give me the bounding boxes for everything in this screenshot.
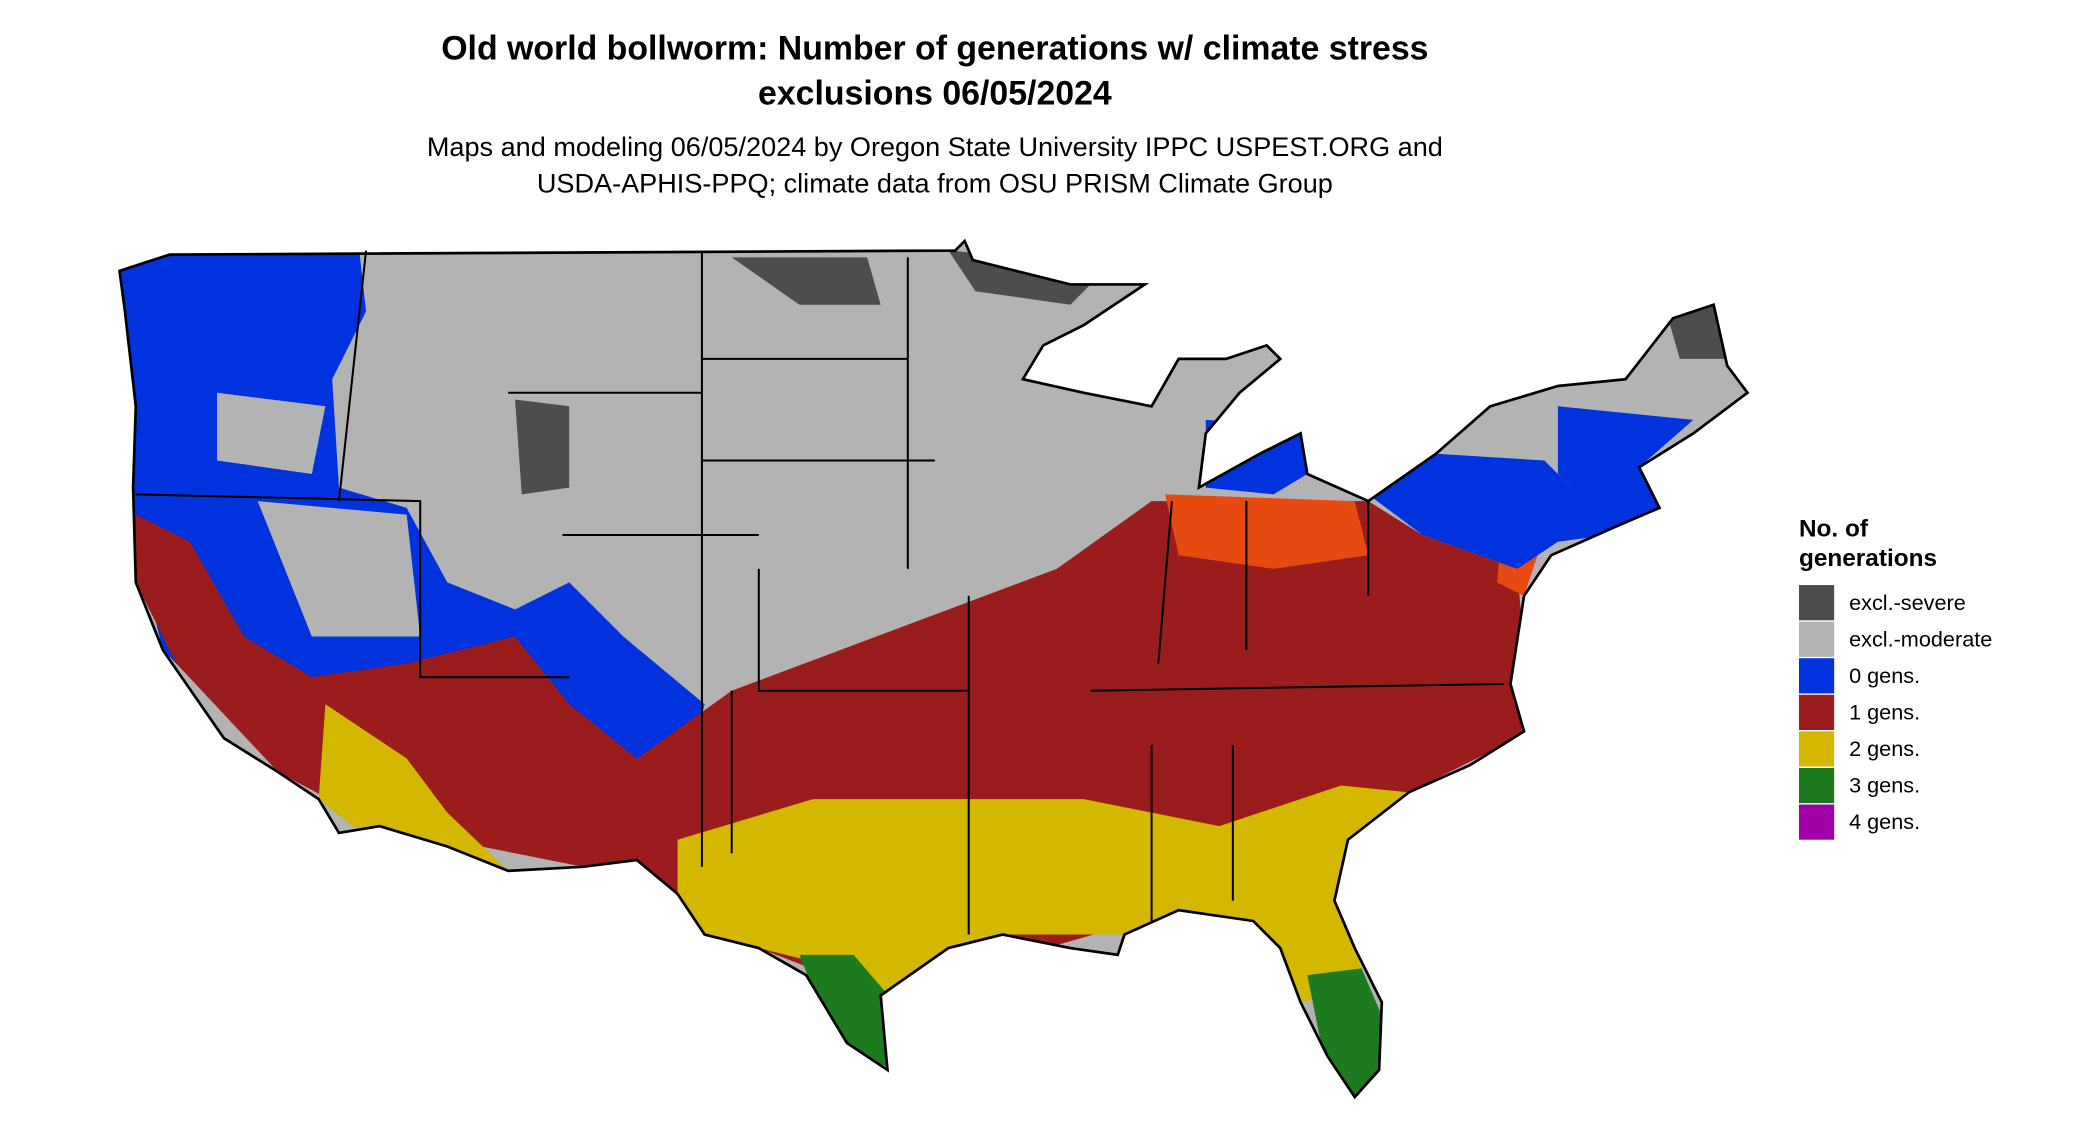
border (135, 493, 570, 679)
region-1-gens-edge (1165, 494, 1369, 569)
legend-label: 2 gens. (1849, 736, 1920, 761)
legend-title: generations (1799, 545, 1937, 572)
legend-swatch (1798, 658, 1835, 694)
subtitle-line: USDA-APHIS-PPQ; climate data from OSU PR… (537, 167, 1333, 198)
legend-label: 0 gens. (1849, 663, 1920, 688)
legend-swatch (1798, 621, 1835, 657)
state-borders (135, 250, 1504, 935)
legend-swatch (1798, 694, 1835, 731)
border (1157, 501, 1173, 664)
legend-label: excl.-severe (1849, 590, 1966, 615)
region-severe (731, 257, 881, 305)
region-0-gens (1368, 453, 1667, 569)
border (1090, 682, 1504, 692)
legend-label: 1 gens. (1849, 699, 1920, 724)
legend-swatch (1798, 804, 1835, 840)
legend-swatch (1798, 585, 1835, 621)
title-line: Old world bollworm: Number of generation… (441, 30, 1428, 68)
region-severe (1666, 304, 1728, 359)
border (337, 250, 368, 502)
legend-swatch (1798, 767, 1835, 804)
region-2-gens (677, 785, 1409, 1003)
title-line: exclusions 06/05/2024 (758, 74, 1112, 112)
region-moderate (217, 392, 326, 475)
legend: excl.-severe excl.-moderate 0 gens. 1 gens.… (1798, 585, 1992, 840)
legend-label: 4 gens. (1849, 809, 1920, 834)
region-3-gens (1307, 968, 1382, 1098)
border (757, 568, 969, 692)
legend-title: No. of (1799, 515, 1869, 542)
region-3-gens (799, 954, 895, 1070)
legend-label: 3 gens. (1849, 773, 1920, 798)
region-severe (515, 399, 570, 495)
legend-label: excl.-moderate (1849, 626, 1992, 651)
region-2-gens (318, 704, 509, 871)
region-moderate (257, 501, 421, 637)
subtitle-line: Maps and modeling 06/05/2024 by Oregon S… (427, 131, 1443, 162)
legend-swatch (1798, 731, 1835, 767)
region-0-gens (1557, 406, 1694, 515)
